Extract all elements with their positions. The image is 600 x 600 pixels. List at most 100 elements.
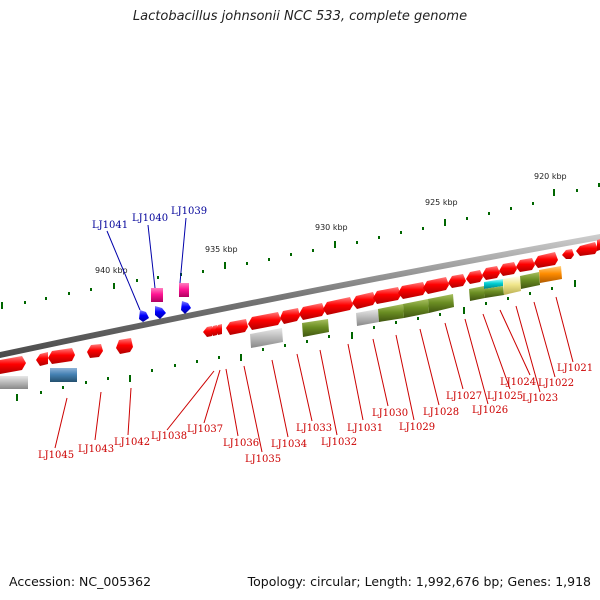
gene-arrow xyxy=(248,312,281,330)
category-box xyxy=(0,376,28,389)
leader-line xyxy=(347,343,364,421)
gene-label-lj1039: LJ1039 xyxy=(171,206,207,217)
category-box xyxy=(378,304,404,322)
gene-label-lj1027: LJ1027 xyxy=(446,391,482,402)
genome-backbone xyxy=(0,234,600,358)
inner-tick xyxy=(40,391,42,394)
kbp-label: 930 kbp xyxy=(315,223,348,232)
inner-tick xyxy=(395,321,397,324)
gene-arrow xyxy=(576,242,598,256)
gene-arrow xyxy=(87,344,103,358)
outer-tick xyxy=(334,241,336,248)
plus-gene-arrow xyxy=(181,301,191,314)
gene-label-lj1029: LJ1029 xyxy=(399,422,435,433)
leader-line xyxy=(147,224,156,289)
gene-arrow xyxy=(373,287,401,304)
gene-arrow xyxy=(352,292,376,309)
inner-tick xyxy=(240,354,242,361)
inner-tick xyxy=(373,326,375,329)
gene-arrow xyxy=(398,282,426,299)
genome-title: Lactobacillus johnsonii NCC 533, complet… xyxy=(132,9,468,24)
leader-line xyxy=(54,397,68,449)
gene-arrow xyxy=(48,348,75,364)
leader-line xyxy=(94,391,102,441)
kbp-label: 925 kbp xyxy=(425,198,458,207)
leader-line xyxy=(444,322,464,390)
gene-arrow xyxy=(215,324,222,335)
category-box xyxy=(520,272,540,289)
outer-tick xyxy=(202,270,204,273)
category-box xyxy=(484,286,504,298)
gene-label-lj1023: LJ1023 xyxy=(522,393,558,404)
category-box xyxy=(302,319,329,337)
outer-tick xyxy=(90,288,92,291)
gene-label-lj1021: LJ1021 xyxy=(557,363,593,374)
inner-tick xyxy=(62,386,64,389)
plus-gene-arrow xyxy=(155,306,166,319)
leader-line xyxy=(482,313,511,390)
inner-tick xyxy=(151,369,153,372)
outer-tick xyxy=(532,202,534,205)
outer-tick xyxy=(224,262,226,269)
gene-label-lj1033: LJ1033 xyxy=(296,423,332,434)
outer-tick xyxy=(113,283,115,289)
inner-tick xyxy=(196,360,198,363)
gene-arrow xyxy=(36,352,48,366)
outer-tick xyxy=(422,227,424,230)
leader-line xyxy=(464,318,489,405)
leader-line xyxy=(225,368,239,437)
gene-arrow xyxy=(466,270,483,284)
outer-tick xyxy=(510,207,512,210)
gene-arrow xyxy=(323,297,353,315)
kbp-label: 940 kbp xyxy=(95,266,128,275)
inner-tick xyxy=(485,302,487,305)
category-box xyxy=(403,299,429,318)
inner-tick xyxy=(328,335,330,338)
top-leader-lines xyxy=(106,217,187,311)
gene-label-lj1038: LJ1038 xyxy=(151,431,187,442)
leader-line xyxy=(319,349,338,436)
gene-label-lj1026: LJ1026 xyxy=(472,405,508,416)
kbp-label: 920 kbp xyxy=(534,172,567,181)
leader-line xyxy=(395,334,415,421)
outer-tick xyxy=(444,219,446,226)
leader-line xyxy=(179,217,187,284)
forward-genes xyxy=(0,239,600,374)
leader-line xyxy=(555,296,574,363)
gene-label-lj1032: LJ1032 xyxy=(321,437,357,448)
inner-tick xyxy=(16,394,18,401)
gene-arrow xyxy=(482,266,500,280)
outer-tick xyxy=(136,279,138,282)
category-boxes xyxy=(0,266,562,389)
outer-tick xyxy=(68,292,70,295)
inner-tick xyxy=(463,307,465,314)
gene-label-lj1045: LJ1045 xyxy=(38,450,74,461)
gene-label-lj1041: LJ1041 xyxy=(92,220,128,231)
gene-arrow xyxy=(299,303,325,320)
gene-arrow xyxy=(0,356,26,374)
gene-label-lj1034: LJ1034 xyxy=(271,439,307,450)
outer-tick xyxy=(356,241,358,244)
category-box xyxy=(50,368,77,382)
inner-tick xyxy=(174,364,176,367)
outer-tick xyxy=(553,189,555,196)
outer-tick xyxy=(576,189,578,192)
gene-arrow xyxy=(562,249,574,259)
inner-tick-ring xyxy=(16,280,576,401)
leader-line xyxy=(419,328,440,406)
leader-line xyxy=(271,359,289,438)
gene-arrow xyxy=(226,319,248,335)
inner-tick xyxy=(551,287,553,290)
leader-line xyxy=(296,353,313,422)
gene-arrow xyxy=(116,338,133,354)
inner-tick xyxy=(129,375,131,382)
inner-tick xyxy=(107,377,109,380)
gene-label-lj1022: LJ1022 xyxy=(538,378,574,389)
gene-label-lj1040: LJ1040 xyxy=(132,213,168,224)
outer-tick xyxy=(466,217,468,220)
genome-summary-text: Topology: circular; Length: 1,992,676 bp… xyxy=(247,574,591,589)
inner-tick xyxy=(284,344,286,347)
inner-tick xyxy=(85,381,87,384)
inner-tick xyxy=(439,313,441,316)
gene-label-lj1043: LJ1043 xyxy=(78,444,114,455)
